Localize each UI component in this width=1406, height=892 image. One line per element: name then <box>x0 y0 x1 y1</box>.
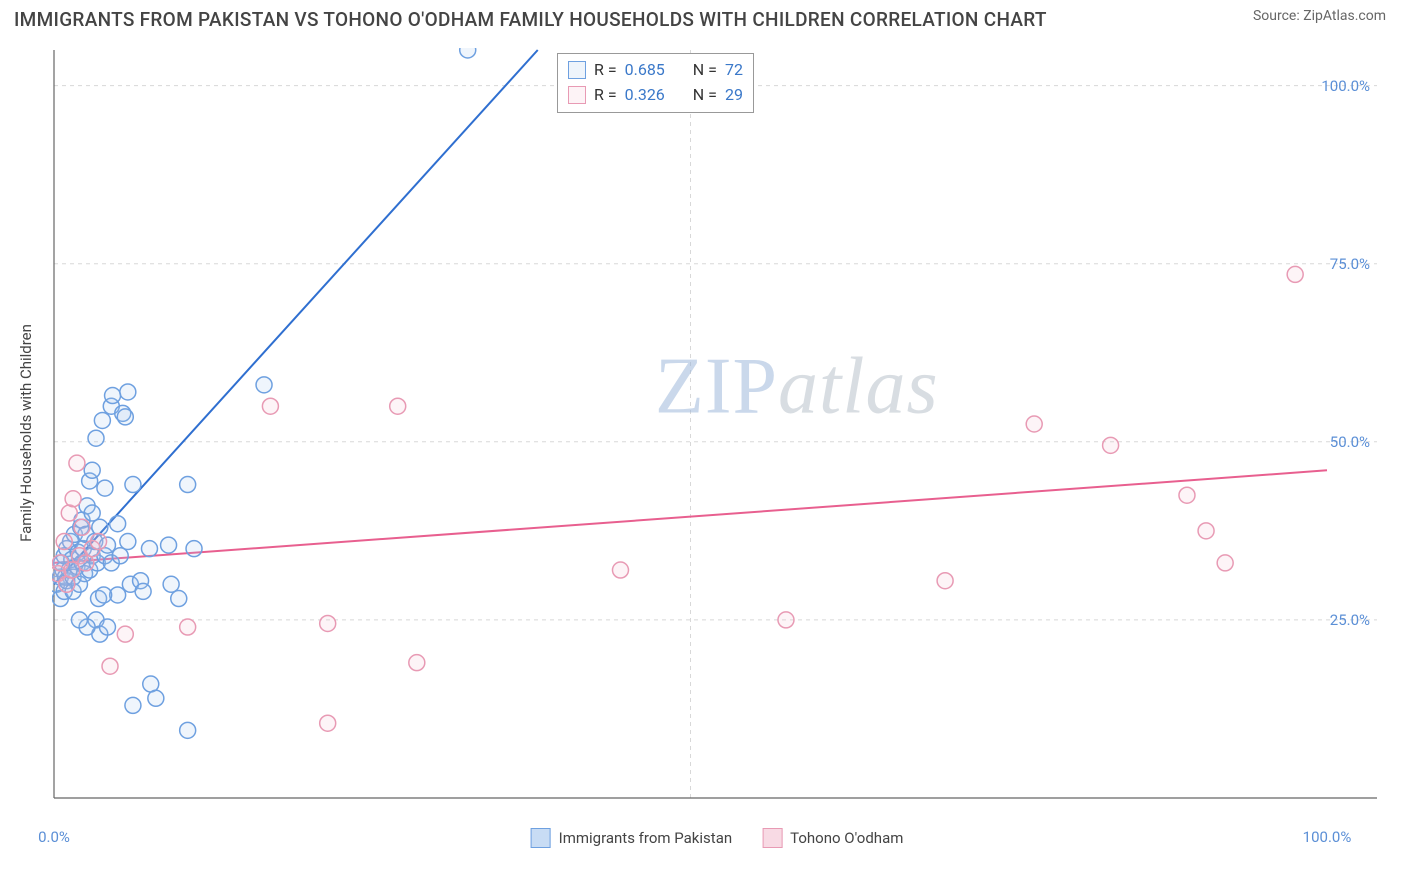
y-tick-label: 25.0% <box>1330 611 1370 629</box>
stat-n-value: 72 <box>725 58 743 83</box>
legend-swatch <box>762 828 782 848</box>
stat-r-value: 0.685 <box>625 58 665 83</box>
stats-legend-box: R = 0.685 N = 72 R = 0.326 N = 29 <box>557 53 754 113</box>
x-legend: Immigrants from Pakistan Tohono O'odham <box>531 828 904 848</box>
legend-label: Immigrants from Pakistan <box>559 829 733 847</box>
legend-item: Tohono O'odham <box>762 828 903 848</box>
stat-row: R = 0.326 N = 29 <box>568 83 743 108</box>
stat-n-label: N = <box>693 83 717 108</box>
y-tick-label: 50.0% <box>1330 433 1370 451</box>
legend-swatch <box>531 828 551 848</box>
page-title: IMMIGRANTS FROM PAKISTAN VS TOHONO O'ODH… <box>14 8 1047 31</box>
stat-r-value: 0.326 <box>625 83 665 108</box>
stat-r-label: R = <box>594 58 617 83</box>
correlation-chart: Family Households with Children 25.0%50.… <box>52 48 1382 818</box>
x-tick-label: 100.0% <box>1303 828 1352 846</box>
y-tick-label: 75.0% <box>1330 255 1370 273</box>
legend-swatch <box>568 61 586 79</box>
legend-item: Immigrants from Pakistan <box>531 828 733 848</box>
stat-n-label: N = <box>693 58 717 83</box>
stat-r-label: R = <box>594 83 617 108</box>
scatter-plot-svg <box>52 48 1382 818</box>
stat-n-value: 29 <box>725 83 743 108</box>
legend-swatch <box>568 86 586 104</box>
x-tick-label: 0.0% <box>38 828 70 846</box>
source-label: Source: ZipAtlas.com <box>1253 8 1386 24</box>
legend-label: Tohono O'odham <box>790 829 903 847</box>
stat-row: R = 0.685 N = 72 <box>568 58 743 83</box>
y-axis-label: Family Households with Children <box>17 324 35 542</box>
y-tick-label: 100.0% <box>1321 77 1370 95</box>
